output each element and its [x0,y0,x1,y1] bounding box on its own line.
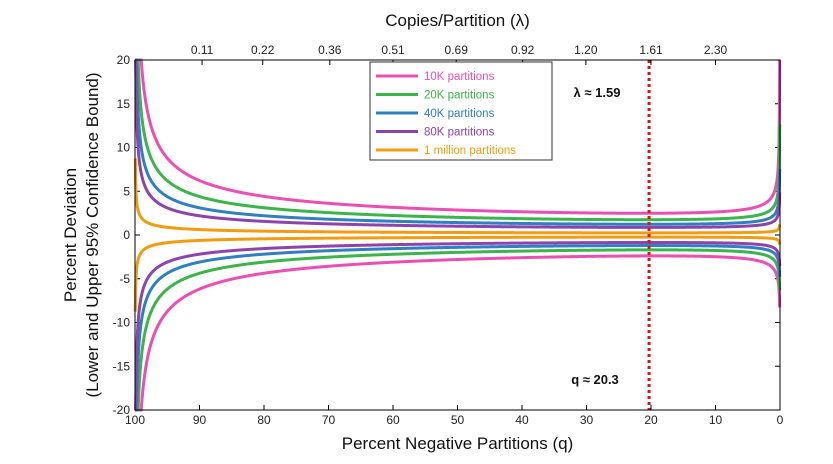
top-tick-label: 0.11 [191,43,214,57]
x-tick-label: 80 [257,413,271,427]
x-tick-label: 60 [386,413,400,427]
top-tick-label: 0.22 [251,43,275,57]
top-tick-label: 1.20 [574,43,598,57]
y-tick-label: 20 [117,53,131,67]
y-axis-title-line2: (Lower and Upper 95% Confidence Bound) [83,72,102,397]
y-tick-label: 0 [123,228,130,242]
left-axis-ticks: 20 15 10 5 0 -5 -10 -15 -20 [113,53,780,417]
y-tick-label: -15 [113,359,131,373]
series-line-lower [134,244,782,412]
legend-label: 80K partitions [424,127,495,139]
series-line-upper [134,58,782,226]
top-tick-label: 2.30 [704,43,728,57]
top-tick-label: 0.92 [511,43,535,57]
x-tick-label: 40 [515,413,529,427]
series-line-upper [135,58,782,215]
series-line-lower [135,254,782,412]
legend-box [369,61,553,161]
top-axis-title: Copies/Partition (λ) [385,11,530,30]
x-tick-label: 90 [193,413,207,427]
y-tick-label: 5 [123,184,130,198]
x-axis-title: Percent Negative Partitions (q) [342,434,574,453]
series-line-upper [133,158,782,235]
series-line-upper [135,58,782,222]
series-line-upper [134,58,782,229]
y-tick-label: 15 [117,97,131,111]
x-tick-label: 20 [644,413,658,427]
x-tick-label: 100 [125,413,145,427]
q-annotation: q ≈ 20.3 [571,372,619,387]
plot-frame [134,59,781,411]
x-tick-label: 0 [777,413,784,427]
x-tick-label: 70 [322,413,336,427]
x-tick-label: 10 [709,413,723,427]
y-axis-title-line1: Percent Deviation [61,168,80,302]
x-tick-label: 30 [580,413,594,427]
top-tick-label: 1.61 [639,43,663,57]
legend-label: 10K partitions [424,71,495,83]
top-tick-label: 0.36 [318,43,342,57]
lambda-annotation: λ ≈ 1.59 [574,85,621,100]
top-tick-label: 0.51 [381,43,405,57]
legend-label: 20K partitions [424,90,495,102]
series-line-lower [133,235,782,312]
x-tick-label: 50 [451,413,465,427]
top-tick-label: 0.69 [445,43,469,57]
legend-label: 1 million partitions [424,145,516,157]
y-tick-label: -5 [119,272,130,286]
series-line-lower [134,240,782,412]
legend: 10K partitions 20K partitions 40K partitio… [369,61,553,161]
bottom-axis-ticks: 100 90 80 70 60 50 40 30 20 10 0 [125,405,784,427]
legend-label: 40K partitions [424,108,495,120]
series-group [133,58,782,412]
top-axis-ticks: 0.11 0.22 0.36 0.51 0.69 0.92 1.20 1.61 2.30 [191,43,728,65]
series-line-lower [135,248,782,412]
y-tick-label: -20 [113,403,131,417]
y-tick-label: -10 [113,316,131,330]
y-tick-label: 10 [117,141,131,155]
